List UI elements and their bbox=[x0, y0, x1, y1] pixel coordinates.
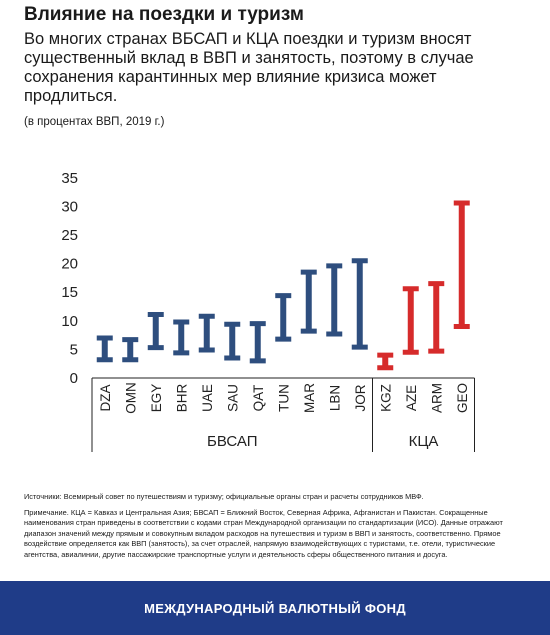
footer-text: МЕЖДУНАРОДНЫЙ ВАЛЮТНЫЙ ФОНД bbox=[144, 600, 406, 616]
chart-subtitle: Во многих странах ВБСАП и КЦА поездки и … bbox=[24, 30, 474, 105]
note-text: Примечание. КЦА = Кавказ и Центральная А… bbox=[24, 507, 503, 559]
x-tick-label: AZE bbox=[404, 385, 419, 411]
y-tick-label: 0 bbox=[70, 370, 78, 387]
x-tick-label: TUN bbox=[276, 384, 291, 412]
x-tick-label: SAU bbox=[225, 384, 240, 412]
range-bar-chart: 0 5 10 15 20 25 30 35 DZA OMN EGY BHR UAE SAU QAT TUN MA… bbox=[61, 170, 475, 452]
y-tick-label: 25 bbox=[61, 227, 78, 244]
x-tick-label: LBN bbox=[327, 385, 342, 411]
y-tick-label: 10 bbox=[61, 313, 78, 330]
chart-title: Влияние на поездки и туризм bbox=[24, 4, 304, 25]
x-tick-label: JOR bbox=[353, 384, 368, 411]
x-tick-label: GEO bbox=[455, 383, 470, 413]
x-tick-label: QAT bbox=[251, 385, 266, 412]
y-tick-label: 20 bbox=[61, 256, 78, 273]
x-tick-label: KGZ bbox=[378, 384, 393, 412]
y-tick-label: 35 bbox=[61, 170, 78, 187]
notes-block: Источники: Всемирный совет по путешестви… bbox=[24, 492, 524, 565]
footer-banner: МЕЖДУНАРОДНЫЙ ВАЛЮТНЫЙ ФОНД bbox=[0, 581, 550, 635]
x-tick-label: MAR bbox=[302, 383, 317, 413]
group-label: КЦА bbox=[409, 433, 439, 450]
x-tick-label: UAE bbox=[200, 384, 215, 412]
y-tick-label: 15 bbox=[61, 284, 78, 301]
units-label: (в процентах ВВП, 2019 г.) bbox=[24, 116, 165, 128]
y-tick-label: 5 bbox=[70, 341, 78, 358]
x-tick-label: DZA bbox=[98, 385, 113, 412]
source-text: Источники: Всемирный совет по путешестви… bbox=[24, 492, 424, 501]
group-label: БВСАП bbox=[207, 433, 257, 450]
x-tick-label: OMN bbox=[123, 382, 138, 414]
x-tick-label: EGY bbox=[149, 384, 164, 413]
y-tick-label: 30 bbox=[61, 198, 78, 215]
x-tick-label: ARM bbox=[429, 383, 444, 413]
x-tick-label: BHR bbox=[174, 384, 189, 413]
